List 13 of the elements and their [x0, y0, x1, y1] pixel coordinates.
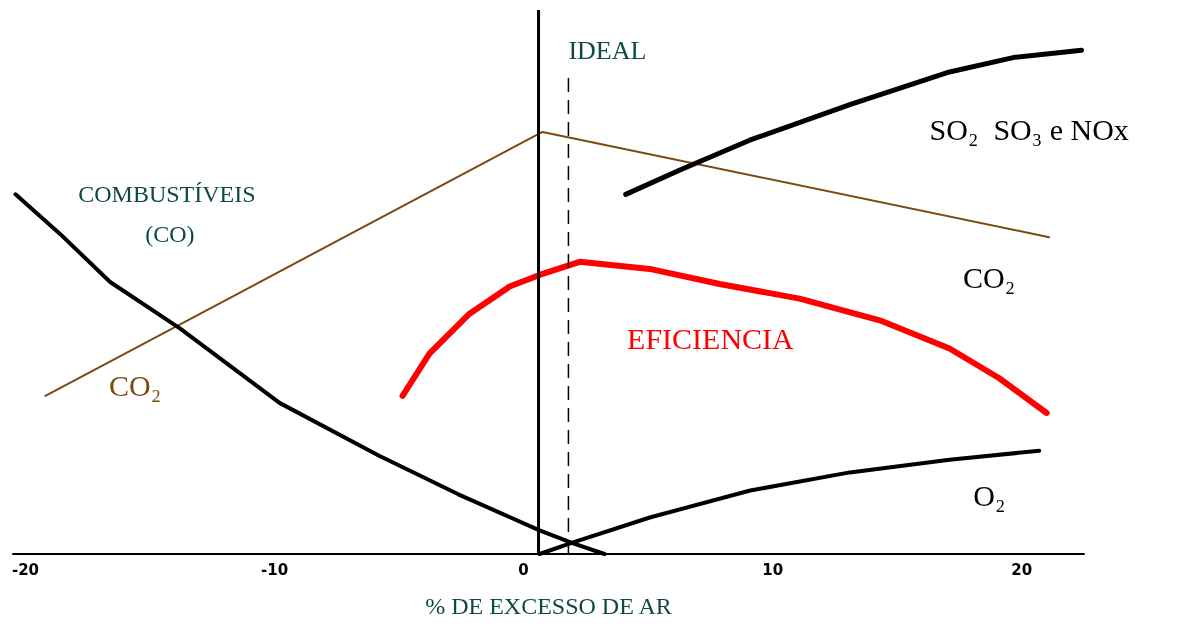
x-tick-label: -10	[260, 560, 289, 579]
series-label: EFICIENCIA	[627, 321, 795, 355]
annotation: CO₂	[963, 260, 1016, 294]
x-tick-label: 10	[762, 560, 784, 579]
series-label: COMBUSTÍVEIS (CO)	[78, 181, 262, 247]
ref-line-label: IDEAL	[568, 35, 647, 65]
series-label: SO₂ SO₃ e NOx	[929, 113, 1129, 147]
x-tick-label: -20	[11, 560, 40, 579]
x-tick-label: 0	[518, 560, 529, 579]
series-label: CO₂	[108, 368, 162, 402]
x-tick-label: 20	[1011, 560, 1033, 579]
series-label: O₂	[973, 479, 1006, 513]
x-axis-title: % DE EXCESSO DE AR	[425, 593, 672, 619]
